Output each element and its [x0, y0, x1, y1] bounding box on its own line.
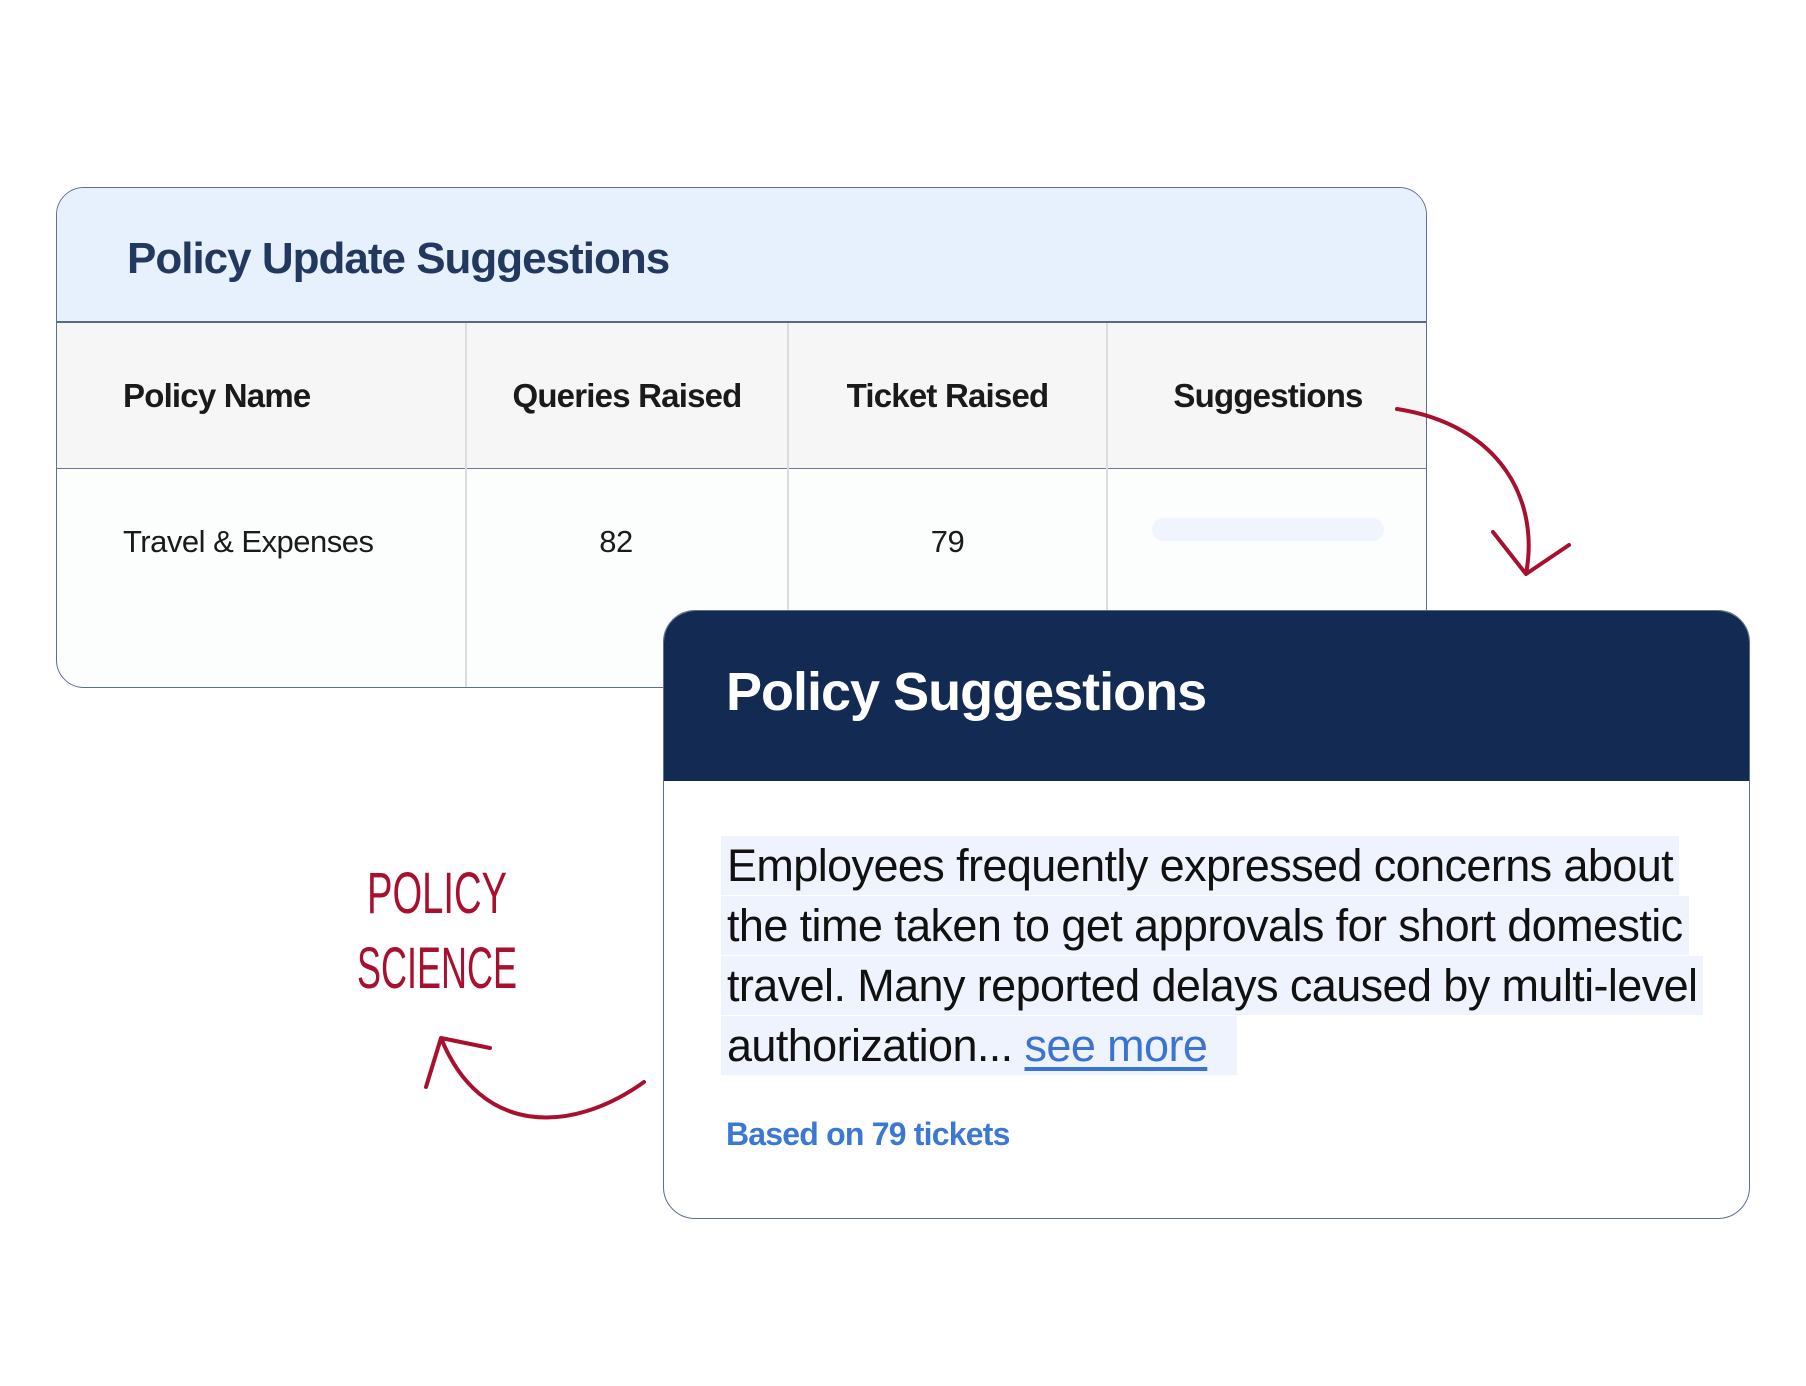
- suggestion-body: Employees frequently expressed concerns …: [721, 836, 1721, 1076]
- annotation-science: SCIENCE: [357, 936, 517, 1001]
- column-divider: [1106, 323, 1108, 687]
- table-column-headers: Policy Name Queries Raised Ticket Raised…: [57, 323, 1426, 469]
- column-divider: [465, 323, 467, 687]
- column-header-suggestions[interactable]: Suggestions: [1173, 376, 1363, 414]
- cell-queries-raised: 82: [599, 523, 633, 559]
- card-header: Policy Suggestions: [664, 611, 1749, 781]
- suggestions-placeholder-bar[interactable]: [1152, 518, 1384, 541]
- policy-suggestions-card: Policy Suggestions Employees frequently …: [663, 610, 1750, 1219]
- table-title: Policy Update Suggestions: [127, 234, 670, 283]
- cell-ticket-raised: 79: [930, 523, 965, 559]
- suggestion-text: Employees frequently expressed concerns …: [727, 840, 1698, 1071]
- cell-policy-name: Travel & Expenses: [123, 523, 374, 559]
- column-header-ticket-raised[interactable]: Ticket Raised: [846, 376, 1050, 414]
- column-divider: [787, 323, 789, 687]
- table-header-bar: Policy Update Suggestions: [57, 188, 1426, 323]
- annotation-policy: POLICY: [367, 861, 507, 926]
- curved-arrow-up-left-icon: [424, 1036, 646, 1120]
- ticket-count-note: Based on 79 tickets: [726, 1116, 1010, 1152]
- column-header-queries-raised[interactable]: Queries Raised: [512, 376, 742, 414]
- card-title: Policy Suggestions: [726, 662, 1207, 722]
- policy-update-suggestions-table: Policy Update Suggestions Policy Name Qu…: [56, 187, 1427, 688]
- column-header-policy-name[interactable]: Policy Name: [123, 376, 311, 414]
- see-more-link[interactable]: see more: [1024, 1020, 1208, 1071]
